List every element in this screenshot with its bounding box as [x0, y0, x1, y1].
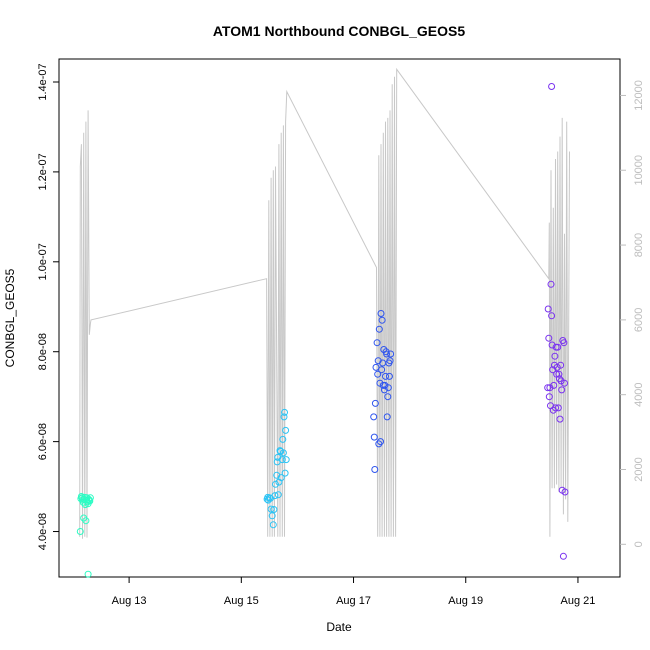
altitude-line-layer [79, 67, 570, 539]
data-point [548, 312, 556, 320]
data-point [281, 408, 288, 416]
data-point [550, 381, 558, 389]
y2-tick-label: 6000 [633, 308, 645, 332]
data-point [271, 492, 279, 500]
data-point [554, 343, 562, 351]
data-point [268, 512, 276, 520]
data-point [270, 506, 278, 513]
data-point [383, 413, 391, 421]
data-point [555, 370, 563, 378]
y2-tick-label: 4000 [633, 382, 645, 406]
y-tick-label: 8.0e-08 [37, 333, 49, 370]
data-point [556, 415, 564, 423]
data-point [554, 404, 562, 412]
x-tick-label: Aug 15 [224, 595, 259, 607]
data-point [559, 552, 567, 560]
x-tick-label: Aug 21 [561, 595, 596, 607]
x-axis-label: Date [326, 620, 352, 634]
data-point [544, 384, 552, 392]
data-point [279, 435, 287, 443]
y-axis-label: CONBGL_GEOS5 [3, 268, 17, 367]
y-tick-label: 1.2e-07 [37, 153, 49, 190]
data-point [544, 305, 552, 313]
y-tick-label: 4.0e-08 [37, 513, 49, 550]
scatter-points-layer [76, 83, 569, 578]
data-point [269, 521, 277, 529]
data-point [545, 393, 553, 401]
chart-title: ATOM1 Northbound CONBGL_GEOS5 [213, 23, 465, 39]
data-point [547, 280, 555, 288]
data-point [387, 350, 395, 358]
x-axis: Aug 13 Aug 15 Aug 17 Aug 19 Aug 21 [112, 577, 596, 607]
data-point [267, 505, 275, 513]
data-point [277, 474, 285, 482]
x-tick-label: Aug 17 [336, 595, 371, 607]
data-point [551, 352, 559, 360]
data-point [374, 370, 382, 378]
y2-tick-label: 0 [633, 541, 645, 547]
data-point [76, 528, 84, 535]
data-point [385, 372, 393, 380]
data-point [281, 469, 289, 477]
data-point [384, 384, 392, 392]
secondary-y-axis: 0 2000 4000 6000 8000 10000 12000 [620, 80, 645, 547]
data-point [282, 426, 290, 434]
y-axis: 4.0e-08 6.0e-08 8.0e-08 1.0e-07 1.2e-07 1.4e-… [37, 63, 59, 550]
data-point [371, 466, 379, 473]
data-point [378, 366, 386, 374]
data-point [373, 339, 381, 347]
data-point [86, 494, 94, 502]
data-point [84, 570, 92, 578]
data-point [377, 310, 385, 317]
y-tick-label: 1.4e-07 [37, 63, 49, 100]
plot-frame [58, 58, 621, 578]
data-point [555, 375, 563, 383]
data-point [382, 372, 389, 380]
x-tick-label: Aug 13 [112, 595, 147, 607]
data-point [370, 433, 378, 441]
data-point [274, 491, 282, 499]
data-point [375, 325, 383, 333]
data-point [561, 379, 568, 387]
data-point [377, 438, 384, 446]
data-point [282, 456, 290, 464]
data-point [86, 497, 94, 505]
data-point [548, 83, 556, 90]
y2-tick-label: 12000 [633, 80, 645, 111]
data-point [280, 413, 288, 421]
y2-tick-label: 8000 [633, 233, 645, 257]
data-point [545, 334, 553, 342]
data-point [560, 339, 568, 347]
data-point [82, 517, 90, 525]
y2-tick-label: 10000 [633, 155, 645, 186]
data-point [557, 361, 565, 369]
y-tick-label: 1.0e-07 [37, 243, 49, 280]
data-point [561, 488, 569, 496]
data-point [384, 393, 392, 401]
y2-tick-label: 2000 [633, 457, 645, 481]
x-tick-label: Aug 19 [448, 595, 483, 607]
data-point [380, 386, 388, 394]
data-point [386, 357, 394, 365]
data-point [552, 404, 559, 412]
data-point [378, 316, 386, 324]
data-point [278, 456, 286, 464]
data-point [546, 384, 554, 392]
altitude-line [79, 67, 570, 539]
data-point [279, 449, 287, 457]
data-point [558, 386, 566, 394]
data-point [371, 399, 379, 407]
data-point [383, 350, 391, 358]
y-tick-label: 6.0e-08 [37, 423, 49, 460]
data-point [370, 413, 378, 421]
